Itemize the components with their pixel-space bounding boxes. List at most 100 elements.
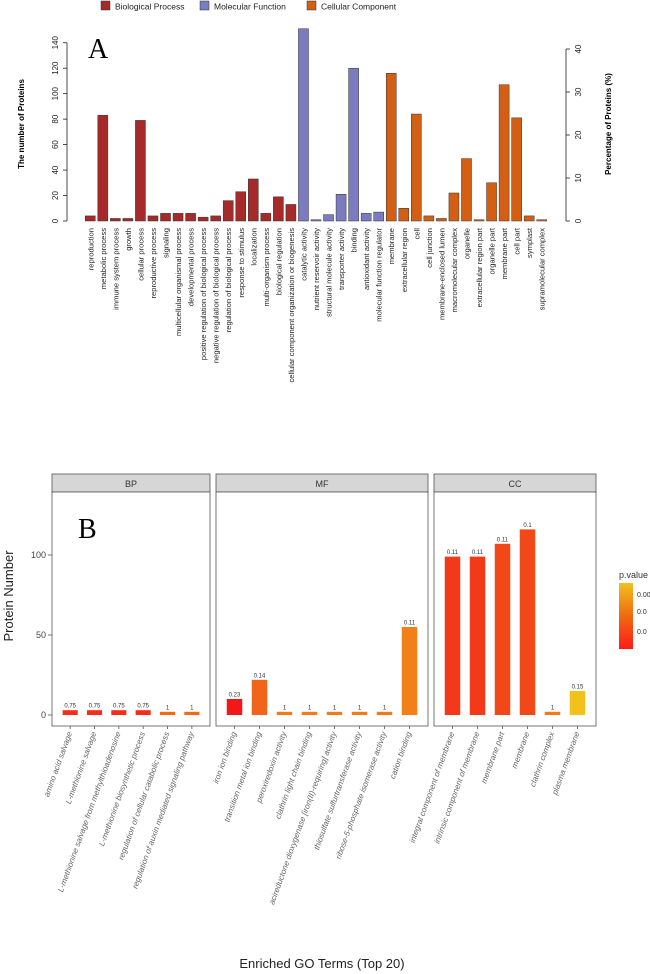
bar-16 — [285, 204, 297, 222]
colorbar-tick-label: 0.00 — [637, 592, 650, 599]
bar-14 — [260, 213, 272, 222]
bar-value-label: 1 — [551, 705, 555, 711]
bar-2 — [110, 218, 121, 222]
category-label-8: developmental process — [187, 228, 196, 306]
category-label-11: regulation of biological process — [224, 228, 233, 332]
category-label-15: biological regulation — [274, 228, 283, 295]
facet-strip-label: MF — [316, 479, 329, 489]
x-tick-label: plasma membrane — [550, 730, 582, 797]
colorbar-tick-label: 0.0 — [637, 609, 647, 616]
panel-b-x-axis-label: Enriched GO Terms (Top 20) — [239, 956, 404, 971]
legend-label-0: Biological Process — [115, 2, 184, 12]
bar-value-label: 1 — [333, 705, 337, 711]
bar-5 — [147, 215, 159, 222]
panel-a-y-axis-label: The number of Proteins — [17, 79, 26, 169]
bar-18 — [310, 219, 322, 222]
category-label-7: multicellular organismal process — [174, 228, 183, 336]
category-label-14: multi-organism process — [262, 228, 271, 307]
y-tick-label: 50 — [36, 630, 46, 640]
category-label-20: transporter activity — [337, 228, 346, 290]
panel-a-category-labels: reproduction metabolic process immune syst… — [86, 227, 546, 382]
bar-mf-7 — [401, 627, 418, 715]
y2-tick-label: 20 — [574, 130, 583, 139]
category-label-1: metabolic process — [99, 228, 108, 289]
x-tick-label: intrinsic component of membrane — [432, 730, 481, 845]
x-tick-label: iron ion binding — [211, 730, 238, 785]
y-tick-label: 100 — [31, 550, 46, 560]
category-label-21: binding — [350, 228, 359, 253]
bar-value-label: 0.75 — [89, 704, 101, 710]
category-label-19: structural molecule activity — [325, 228, 334, 317]
y2-tick-label: 0 — [574, 218, 583, 223]
bar-7 — [172, 213, 184, 222]
legend-swatch-1 — [199, 0, 210, 11]
bar-value-label: 0.75 — [64, 704, 76, 710]
category-label-24: membrane — [387, 228, 396, 264]
x-tick-label: cation binding — [388, 730, 414, 780]
x-tick-label: membrane — [510, 730, 532, 770]
bar-35 — [523, 215, 535, 222]
category-label-4: cellular process — [136, 228, 145, 281]
y-tick-label: 80 — [51, 114, 60, 123]
bar-22 — [360, 213, 372, 222]
x-tick-label: membrane part — [479, 730, 506, 785]
bar-cc-0 — [444, 556, 461, 715]
bar-value-label: 0.14 — [254, 673, 266, 679]
category-label-16: cellular component organization or bioge… — [287, 228, 296, 383]
colorbar — [619, 583, 633, 649]
bar-31 — [473, 219, 485, 222]
bar-value-label: 1 — [383, 705, 387, 711]
bar-4 — [135, 120, 146, 222]
category-label-13: localization — [249, 228, 258, 266]
category-label-18: nutrient reservoir activity — [312, 228, 321, 310]
panel-a-bar-chart: Biological Process Molecular Function Cell… — [17, 0, 613, 383]
bar-value-label: 0.11 — [404, 621, 416, 627]
bar-bp-4 — [159, 711, 176, 715]
bar-value-label: 0.15 — [572, 685, 584, 691]
bar-cc-5 — [569, 691, 586, 715]
x-tick-label: clathrin complex — [528, 730, 557, 788]
bar-36 — [536, 219, 547, 222]
bar-11 — [222, 200, 234, 222]
category-label-25: extracellular region — [400, 228, 409, 292]
y-tick-label: 0 — [51, 218, 60, 223]
panel-a-y2-axis: 0 10 20 30 40 — [565, 44, 583, 223]
category-label-27: cell junction — [425, 228, 434, 268]
bar-value-label: 0.11 — [497, 537, 509, 543]
bar-mf-2 — [276, 711, 293, 715]
bar-cc-1 — [469, 556, 486, 715]
panel-a-y-axis: 0 20 40 60 80 100 120 140 — [51, 36, 68, 223]
bar-cc-4 — [544, 711, 561, 715]
bar-value-label: 1 — [190, 705, 194, 711]
y-tick-label: 40 — [51, 165, 60, 174]
legend-swatch-0 — [100, 0, 111, 11]
category-label-34: cell part — [513, 227, 522, 254]
bar-27 — [423, 215, 435, 222]
panel-a-legend: Biological Process Molecular Function Cell… — [100, 0, 397, 12]
bar-34 — [511, 117, 522, 222]
bar-33 — [498, 84, 510, 222]
bar-value-label: 0.11 — [472, 550, 484, 556]
category-label-33: membrane part — [500, 227, 509, 279]
facet-panel-frame — [215, 491, 429, 727]
bar-mf-1 — [251, 679, 268, 715]
category-label-30: organelle — [462, 228, 471, 259]
bar-mf-6 — [376, 711, 393, 715]
bar-29 — [448, 192, 460, 222]
bar-8 — [185, 213, 196, 222]
category-label-6: signaling — [162, 228, 171, 258]
category-label-28: membrane-enclosed lumen — [437, 228, 446, 320]
bar-9 — [197, 216, 209, 222]
category-label-35: symplast — [525, 227, 534, 258]
x-tick-label: L-methionine biosynthetic process — [97, 731, 147, 848]
bar-21 — [348, 67, 359, 222]
bar-0 — [85, 215, 96, 222]
facet-strip-label: CC — [509, 479, 522, 489]
bar-12 — [235, 191, 247, 222]
panel-b-y-axis: 0 50 100 — [31, 550, 52, 720]
category-label-29: macromolecular complex — [450, 228, 459, 313]
